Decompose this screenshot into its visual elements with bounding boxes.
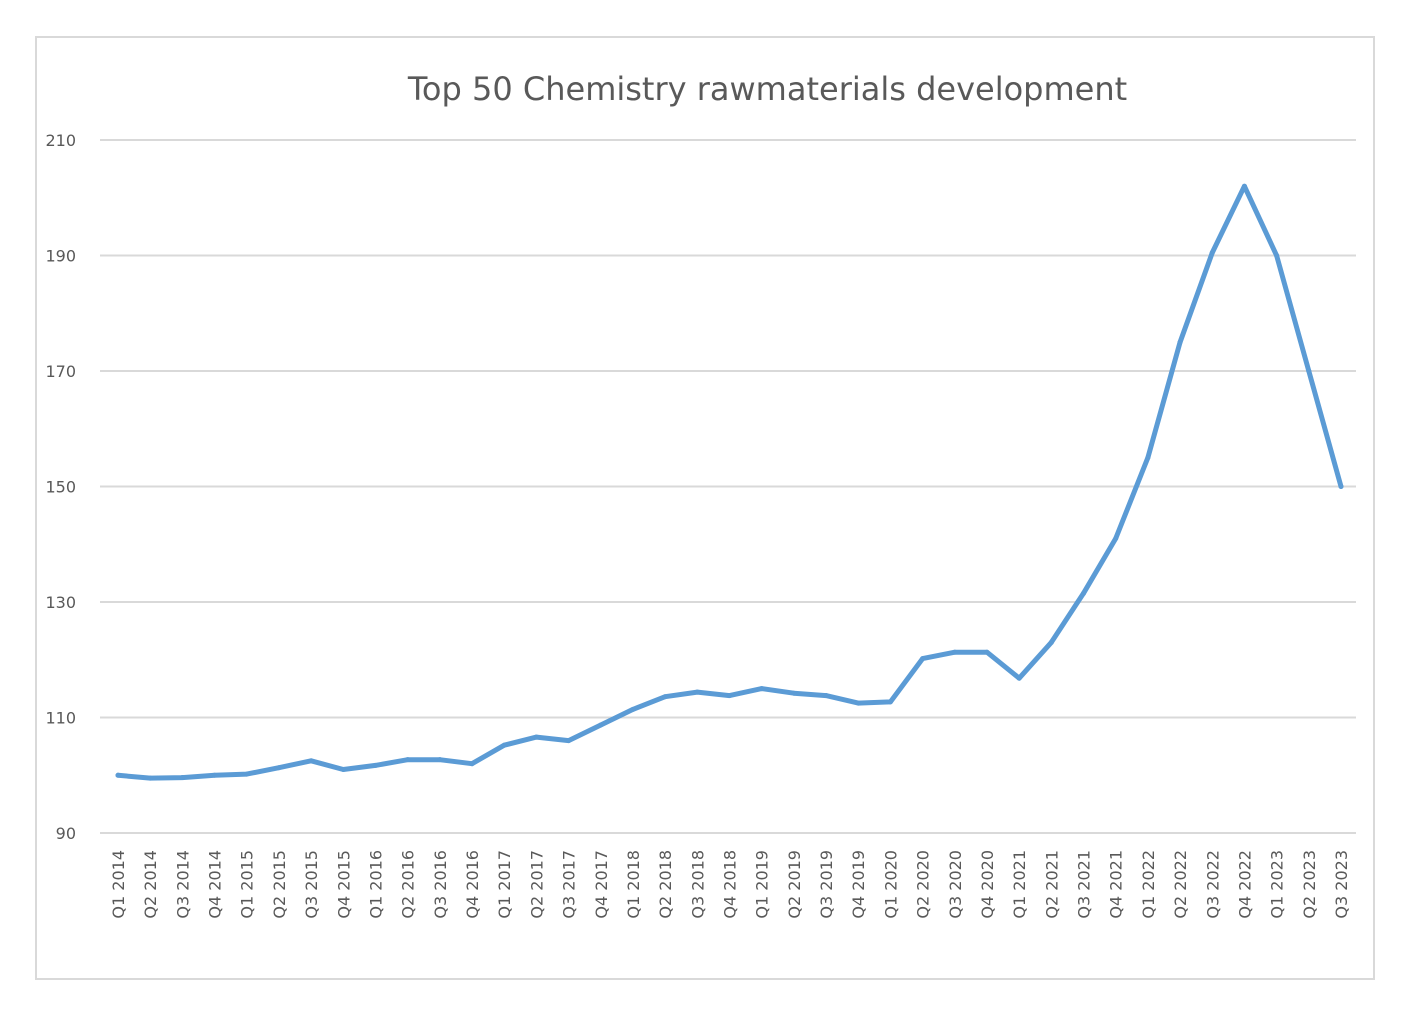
x-tick-label: Q1 2016 [366,850,385,919]
data-point [179,775,185,781]
y-axis-tick-labels: 90 110 130 150 170 190 210 [45,131,76,843]
data-point [984,649,990,655]
data-point [1306,368,1312,374]
data-point [405,757,411,763]
data-point [1274,253,1280,258]
data-point [340,766,346,772]
x-tick-label: Q2 2021 [1042,850,1061,919]
chart-title: Top 50 Chemistry rawmaterials developmen… [407,70,1128,108]
x-tick-label: Q1 2019 [753,850,772,919]
data-point [437,757,443,763]
data-point [1113,535,1119,541]
x-tick-label: Q2 2020 [914,850,933,919]
y-tick-label: 210 [45,131,76,150]
series-line [115,183,1344,781]
x-tick-label: Q3 2021 [1075,850,1094,919]
x-tick-label: Q1 2021 [1010,850,1029,919]
data-point [469,761,475,767]
x-tick-label: Q2 2018 [656,850,675,919]
data-point [147,775,153,781]
x-tick-label: Q1 2015 [238,850,257,919]
data-point [372,762,378,768]
y-tick-label: 90 [56,824,76,843]
data-point [276,765,282,771]
data-point [823,693,829,699]
x-tick-label: Q2 2022 [1171,850,1190,919]
x-tick-label: Q4 2021 [1107,850,1126,919]
x-tick-label: Q1 2020 [881,850,900,919]
y-tick-label: 170 [45,362,76,381]
data-point [694,689,700,695]
data-point [244,771,250,777]
x-tick-label: Q3 2016 [431,850,450,919]
data-point [727,693,732,699]
x-tick-label: Q3 2014 [173,850,192,919]
x-tick-label: Q3 2019 [817,850,836,919]
data-point [1241,183,1247,189]
x-tick-label: Q1 2018 [624,850,643,919]
data-point [1145,455,1151,461]
data-point [662,694,668,700]
x-tick-label: Q3 2020 [946,850,965,919]
data-point [630,706,636,712]
x-tick-label: Q4 2018 [721,850,740,919]
x-tick-label: Q2 2015 [270,850,289,919]
data-point [1081,590,1087,596]
x-tick-label: Q3 2015 [302,850,321,919]
data-point [501,742,507,748]
data-point [598,722,604,728]
x-tick-label: Q1 2017 [495,850,514,919]
data-point [566,738,572,744]
x-tick-label: Q3 2023 [1332,850,1351,919]
x-tick-label: Q4 2022 [1235,850,1254,919]
x-tick-label: Q3 2017 [560,850,579,919]
x-tick-label: Q2 2019 [785,850,804,919]
x-tick-label: Q3 2018 [688,850,707,919]
x-tick-label: Q1 2023 [1268,850,1287,919]
x-tick-label: Q4 2014 [206,850,225,919]
data-point [920,656,926,662]
data-point [1338,484,1344,489]
chart-frame [35,36,1375,980]
data-point [952,649,958,655]
x-tick-label: Q1 2022 [1139,850,1158,919]
data-point [1177,339,1183,345]
y-tick-label: 130 [45,593,76,612]
data-point [791,690,797,696]
y-tick-label: 110 [45,709,76,728]
x-tick-label: Q2 2016 [399,850,418,919]
data-point [759,686,765,692]
x-tick-label: Q4 2016 [463,850,482,919]
x-tick-label: Q2 2023 [1300,850,1319,919]
data-point [533,734,539,740]
x-tick-label: Q4 2015 [334,850,353,919]
x-tick-label: Q4 2017 [592,850,611,919]
data-point [308,758,314,764]
x-axis-tick-labels: Q1 2014 Q2 2014 Q3 2014 Q4 2014 Q1 2015 Q2 20… [109,850,1351,919]
data-point [1048,639,1054,645]
x-tick-label: Q1 2014 [109,850,128,919]
data-point [1209,250,1215,256]
y-tick-label: 190 [45,247,76,266]
x-tick-label: Q2 2017 [527,850,546,919]
y-tick-label: 150 [45,478,76,497]
data-point [887,699,893,705]
series-layer [115,183,1344,781]
data-point [1016,675,1022,681]
gridlines [100,139,1356,834]
x-tick-label: Q4 2019 [849,850,868,919]
x-tick-label: Q3 2022 [1203,850,1222,919]
x-tick-label: Q4 2020 [978,850,997,919]
data-point [212,772,218,778]
data-point [115,772,121,778]
x-tick-label: Q2 2014 [141,850,160,919]
data-point [855,700,861,706]
